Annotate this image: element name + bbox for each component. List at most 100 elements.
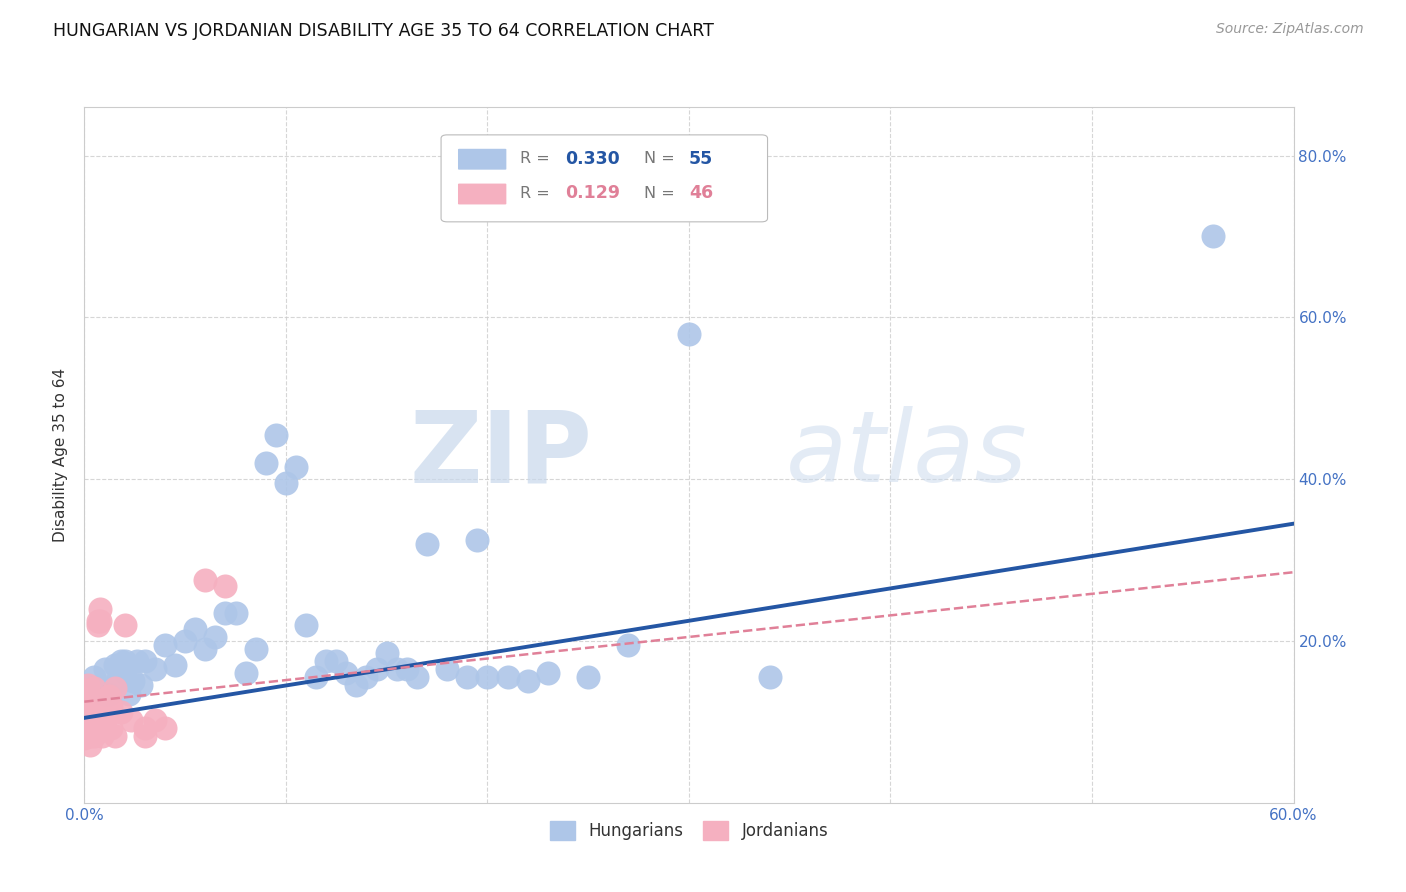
Point bbox=[153, 722, 176, 736]
Point bbox=[617, 638, 640, 652]
Y-axis label: Disability Age 35 to 64: Disability Age 35 to 64 bbox=[53, 368, 69, 542]
Point bbox=[467, 533, 489, 547]
Point bbox=[110, 705, 132, 719]
Point bbox=[295, 617, 318, 632]
Point bbox=[89, 614, 111, 628]
Point bbox=[576, 670, 599, 684]
Point bbox=[93, 687, 115, 701]
Point bbox=[285, 460, 308, 475]
Point bbox=[73, 682, 96, 697]
Point bbox=[93, 697, 115, 711]
FancyBboxPatch shape bbox=[441, 135, 768, 222]
Point bbox=[214, 606, 236, 620]
Point bbox=[375, 646, 398, 660]
Point bbox=[254, 456, 277, 470]
Point bbox=[83, 713, 105, 727]
Point bbox=[104, 730, 127, 744]
Point bbox=[153, 638, 176, 652]
Point bbox=[678, 326, 700, 341]
Text: atlas: atlas bbox=[786, 407, 1028, 503]
Point bbox=[143, 713, 166, 727]
Point bbox=[97, 689, 120, 703]
Point bbox=[87, 614, 110, 628]
Point bbox=[114, 666, 136, 681]
Point bbox=[235, 666, 257, 681]
Point bbox=[114, 654, 136, 668]
Point bbox=[264, 427, 287, 442]
Point bbox=[91, 722, 114, 736]
Point bbox=[79, 689, 101, 703]
Point bbox=[134, 654, 156, 668]
Point bbox=[356, 670, 378, 684]
Point bbox=[325, 654, 347, 668]
Point bbox=[406, 670, 429, 684]
Point bbox=[143, 662, 166, 676]
Point bbox=[104, 658, 127, 673]
Point bbox=[194, 642, 217, 657]
Point bbox=[79, 723, 101, 737]
Point bbox=[1202, 229, 1225, 244]
Point bbox=[73, 698, 96, 713]
Text: R =: R = bbox=[520, 151, 554, 166]
Point bbox=[110, 654, 132, 668]
FancyBboxPatch shape bbox=[458, 184, 506, 204]
Point bbox=[395, 662, 418, 676]
Point bbox=[93, 713, 115, 727]
FancyBboxPatch shape bbox=[458, 149, 506, 169]
Text: N =: N = bbox=[644, 151, 681, 166]
Point bbox=[97, 687, 120, 701]
Point bbox=[100, 698, 122, 713]
Text: HUNGARIAN VS JORDANIAN DISABILITY AGE 35 TO 64 CORRELATION CHART: HUNGARIAN VS JORDANIAN DISABILITY AGE 35… bbox=[53, 22, 714, 40]
Point bbox=[73, 714, 96, 729]
Point bbox=[105, 674, 128, 689]
Point bbox=[91, 730, 114, 744]
Point bbox=[165, 658, 187, 673]
Point bbox=[516, 674, 538, 689]
Point bbox=[83, 681, 105, 695]
Point bbox=[93, 662, 115, 676]
Point bbox=[204, 630, 226, 644]
Point bbox=[73, 690, 96, 705]
Point bbox=[129, 678, 152, 692]
Point bbox=[100, 722, 122, 736]
Point bbox=[89, 601, 111, 615]
Point bbox=[91, 713, 114, 727]
Point bbox=[305, 670, 328, 684]
Text: Source: ZipAtlas.com: Source: ZipAtlas.com bbox=[1216, 22, 1364, 37]
Text: 0.129: 0.129 bbox=[565, 185, 620, 202]
Point bbox=[79, 738, 101, 752]
Text: 55: 55 bbox=[689, 150, 713, 168]
Point bbox=[79, 697, 101, 711]
Point bbox=[385, 662, 408, 676]
Legend: Hungarians, Jordanians: Hungarians, Jordanians bbox=[543, 814, 835, 847]
Point bbox=[174, 634, 197, 648]
Point bbox=[134, 730, 156, 744]
Point bbox=[346, 678, 368, 692]
Point bbox=[477, 670, 499, 684]
Point bbox=[73, 723, 96, 737]
Point bbox=[496, 670, 519, 684]
Point bbox=[214, 579, 236, 593]
Point bbox=[73, 703, 96, 717]
Point bbox=[125, 654, 148, 668]
Point bbox=[758, 670, 780, 684]
Point bbox=[100, 705, 122, 719]
Point bbox=[79, 711, 101, 725]
Point bbox=[274, 476, 297, 491]
Point bbox=[79, 705, 101, 719]
Point bbox=[87, 617, 110, 632]
Point bbox=[134, 722, 156, 736]
Point bbox=[366, 662, 388, 676]
Text: R =: R = bbox=[520, 186, 554, 201]
Point bbox=[83, 670, 105, 684]
Point bbox=[245, 642, 267, 657]
Point bbox=[114, 617, 136, 632]
Point bbox=[225, 606, 247, 620]
Text: 0.330: 0.330 bbox=[565, 150, 620, 168]
Point bbox=[79, 730, 101, 744]
Point bbox=[83, 730, 105, 744]
Text: ZIP: ZIP bbox=[409, 407, 592, 503]
Point bbox=[315, 654, 337, 668]
Point bbox=[120, 713, 142, 727]
Point bbox=[456, 670, 478, 684]
